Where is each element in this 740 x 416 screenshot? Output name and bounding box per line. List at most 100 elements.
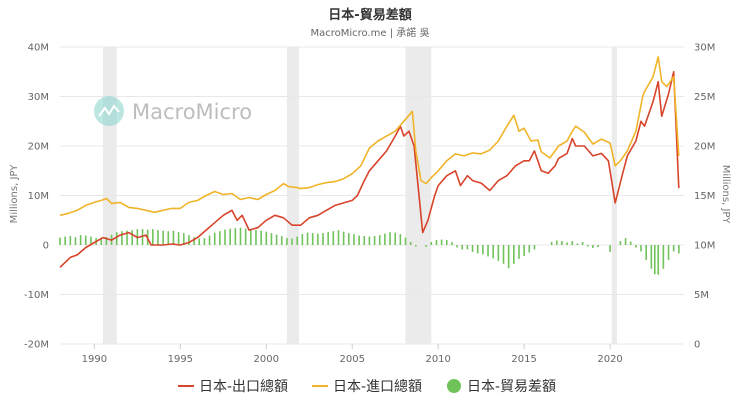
grid-lines [60,46,684,345]
right-tick-label: 15M [694,191,715,202]
balance-bar [322,233,324,245]
balance-bar [581,242,584,245]
balance-bar [291,238,293,245]
balance-bar [234,228,237,245]
balance-bar [561,241,563,245]
balance-bar [672,245,675,252]
left-tick-label: -20M [24,340,49,351]
balance-bar [115,232,118,245]
balance-bar [270,233,273,245]
balance-bar [389,232,391,245]
balance-bar [440,239,443,245]
balance-bar [59,237,61,245]
balance-bar [650,245,653,269]
balance-bar [662,245,665,269]
left-tick-label: -10M [24,290,49,301]
balance-bar [404,237,407,245]
balance-bar [69,236,72,245]
left-tick-label: 40M [28,43,49,54]
balance-bar [609,245,611,252]
balance-bar [167,231,170,245]
balance-bar [353,234,355,245]
balance-bar [533,245,536,250]
left-tick-label: 20M [28,142,49,153]
left-tick-label: 30M [28,92,49,103]
balance-bar [492,245,494,259]
legend-label: 日本-出口總額 [199,378,288,395]
right-tick-label: 20M [694,142,715,153]
legend-label: 日本-貿易差額 [467,379,556,395]
x-tick-label: 2005 [340,354,365,365]
balance-bar [566,242,568,245]
balance-bar [275,234,278,245]
right-tick-label: 10M [694,241,715,252]
balance-bar [667,245,670,260]
series-line [59,71,680,268]
balance-bar [555,240,558,245]
balance-bar [306,232,309,245]
balance-bar [640,245,642,252]
balance-bar [224,229,226,245]
balance-bar [193,237,195,245]
balance-bar [445,240,448,245]
balance-bar [342,231,345,245]
right-tick-label: 25M [694,92,715,103]
x-tick-label: 2010 [425,354,450,365]
legend: 日本-出口總額 日本-進口總額 日本-貿易差額 [178,378,556,395]
balance-bar [635,245,637,248]
balance-bar [182,233,185,245]
balance-bar [430,242,433,245]
right-tick-label: 5M [694,290,709,301]
left-tick-label: 0 [43,241,49,252]
balance-bar [487,245,489,257]
balance-bar [471,245,474,252]
balance-bar [162,230,164,245]
balance-bar [507,245,510,269]
balance-bar [592,245,594,248]
balance-bar [497,245,500,261]
balance-bar [301,234,304,245]
balance-bar [358,235,360,245]
balance-bar [208,235,211,245]
balance-bar [90,236,92,245]
balance-bar [425,245,427,247]
x-tick-label: 2020 [597,354,622,365]
balance-bar [476,245,479,254]
watermark-text: MacroMicro [132,100,252,124]
balance-bar [337,230,340,245]
balance-bar [518,245,520,259]
balance-bar [203,238,206,245]
balance-bar [317,233,319,245]
balance-bar [394,232,397,245]
balance-bar [141,229,144,245]
chart-subtitle: MacroMicro.me | 承諾 吳 [310,28,430,39]
balance-bar [571,241,574,245]
series-line [59,56,680,217]
balance-bar [265,231,268,245]
balance-bar [244,228,247,245]
watermark-logo-icon [94,96,124,126]
balance-bar [296,236,299,245]
right-tick-label: 30M [694,43,715,54]
chart-title: 日本-貿易差額 [328,8,412,23]
balance-bar [466,245,469,250]
balance-bar [105,237,108,245]
balance-bar [84,235,87,245]
balance-bar [502,245,505,264]
balance-bar [451,242,453,245]
balance-bar [260,230,262,245]
balance-bar [332,231,335,245]
balance-bar [619,241,622,245]
balance-bar [177,232,180,245]
balance-bar [131,230,133,245]
right-axis-title: Millions, JPY [720,165,731,225]
balance-bar [250,229,252,245]
balance-bar [327,232,329,245]
balance-bar [678,245,680,254]
balance-bar [624,238,627,245]
balance-bar [645,245,647,260]
balance-bar [384,233,386,245]
balance-bar [528,245,531,253]
left-axis-ticks: -20M -10M 0 10M 20M 30M 40M [24,43,49,351]
